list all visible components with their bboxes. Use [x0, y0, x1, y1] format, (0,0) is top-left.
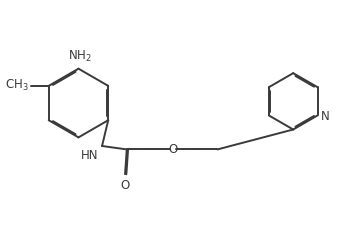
- Text: CH$_3$: CH$_3$: [5, 78, 29, 93]
- Text: O: O: [120, 179, 130, 192]
- Text: O: O: [168, 143, 178, 156]
- Text: HN: HN: [81, 149, 98, 162]
- Text: NH$_2$: NH$_2$: [68, 49, 92, 64]
- Text: N: N: [321, 110, 329, 123]
